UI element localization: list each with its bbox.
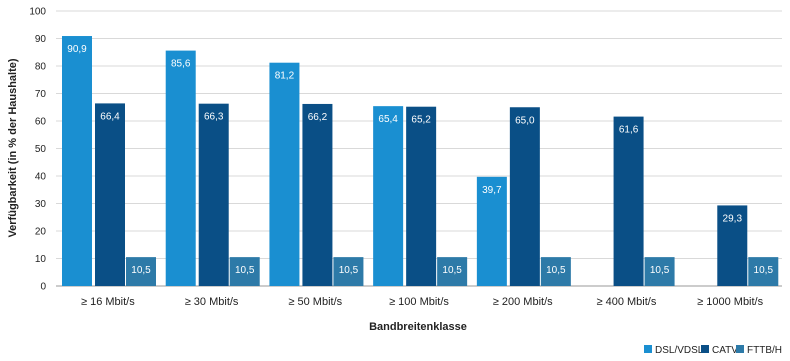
legend-swatch bbox=[736, 345, 744, 353]
bar-catv bbox=[613, 116, 644, 286]
data-labels: 90,9 66,4 10,5 85,6 66,3 10,5 81,2 66,2 10,5 65,4… bbox=[67, 44, 773, 276]
x-tick-label: ≥ 1000 Mbit/s bbox=[697, 296, 763, 308]
y-tick-label: 50 bbox=[35, 144, 47, 155]
y-tick-label: 80 bbox=[35, 62, 47, 73]
y-tick-label: 70 bbox=[35, 89, 47, 100]
bar-fttb-h bbox=[437, 257, 468, 286]
bar-dsl-vdsl bbox=[62, 36, 92, 287]
bar-catv bbox=[717, 205, 748, 286]
data-label: 29,3 bbox=[723, 213, 743, 224]
data-label: 39,7 bbox=[482, 185, 502, 196]
bar-dsl-vdsl bbox=[165, 50, 196, 286]
bar-fttb-h bbox=[644, 257, 675, 286]
x-axis-ticks: ≥ 16 Mbit/s ≥ 30 Mbit/s ≥ 50 Mbit/s ≥ 100 M… bbox=[81, 296, 764, 308]
legend-label: DSL/VDSL bbox=[655, 345, 704, 356]
y-tick-label: 100 bbox=[29, 7, 46, 18]
y-axis-ticks: 0 10 20 30 40 50 60 70 80 90 100 bbox=[29, 7, 46, 293]
data-label: 10,5 bbox=[235, 265, 255, 276]
data-label: 10,5 bbox=[650, 265, 670, 276]
bar-catv bbox=[509, 107, 540, 286]
legend: DSL/VDSL CATV FTTB/H bbox=[644, 345, 782, 356]
bar-fttb-h bbox=[540, 257, 571, 286]
y-tick-label: 30 bbox=[35, 199, 47, 210]
y-tick-label: 0 bbox=[40, 282, 46, 293]
data-label: 65,0 bbox=[515, 115, 535, 126]
bars bbox=[62, 36, 779, 287]
data-label: 66,4 bbox=[100, 111, 120, 122]
bar-fttb-h bbox=[333, 257, 364, 286]
x-tick-label: ≥ 400 Mbit/s bbox=[597, 296, 657, 308]
bar-fttb-h bbox=[229, 257, 260, 286]
y-tick-label: 20 bbox=[35, 227, 47, 238]
data-label: 10,5 bbox=[442, 265, 462, 276]
data-label: 10,5 bbox=[339, 265, 359, 276]
x-tick-label: ≥ 30 Mbit/s bbox=[185, 296, 239, 308]
bar-fttb-h bbox=[748, 257, 779, 286]
data-label: 10,5 bbox=[546, 265, 566, 276]
x-axis-title: Bandbreitenklasse bbox=[369, 321, 467, 333]
y-tick-label: 10 bbox=[35, 254, 47, 265]
legend-swatch bbox=[644, 345, 652, 353]
y-tick-label: 90 bbox=[35, 34, 47, 45]
legend-label: CATV bbox=[712, 345, 738, 356]
bar-catv bbox=[198, 103, 229, 286]
x-tick-label: ≥ 16 Mbit/s bbox=[81, 296, 135, 308]
y-tick-label: 40 bbox=[35, 172, 47, 183]
x-tick-label: ≥ 50 Mbit/s bbox=[288, 296, 342, 308]
bar-catv bbox=[406, 106, 437, 286]
bar-dsl-vdsl bbox=[373, 106, 404, 287]
bar-dsl-vdsl bbox=[269, 62, 300, 287]
data-label: 81,2 bbox=[275, 71, 295, 82]
data-label: 65,2 bbox=[411, 115, 431, 126]
bar-dsl-vdsl bbox=[476, 176, 507, 286]
data-label: 85,6 bbox=[171, 59, 191, 70]
bar-fttb-h bbox=[126, 257, 156, 286]
data-label: 10,5 bbox=[754, 265, 774, 276]
data-label: 61,6 bbox=[619, 125, 639, 136]
legend-swatch bbox=[701, 345, 709, 353]
bar-catv bbox=[95, 103, 125, 287]
y-tick-label: 60 bbox=[35, 117, 47, 128]
data-label: 66,2 bbox=[308, 112, 328, 123]
data-label: 10,5 bbox=[131, 265, 151, 276]
y-axis-title: Verfügbarkeit (in % der Haushalte) bbox=[7, 58, 19, 237]
data-label: 65,4 bbox=[378, 114, 398, 125]
x-tick-label: ≥ 200 Mbit/s bbox=[493, 296, 553, 308]
legend-label: FTTB/H bbox=[747, 345, 782, 356]
data-label: 66,3 bbox=[204, 112, 224, 123]
bar-catv bbox=[302, 103, 333, 286]
x-tick-label: ≥ 100 Mbit/s bbox=[389, 296, 449, 308]
data-label: 90,9 bbox=[67, 44, 87, 55]
